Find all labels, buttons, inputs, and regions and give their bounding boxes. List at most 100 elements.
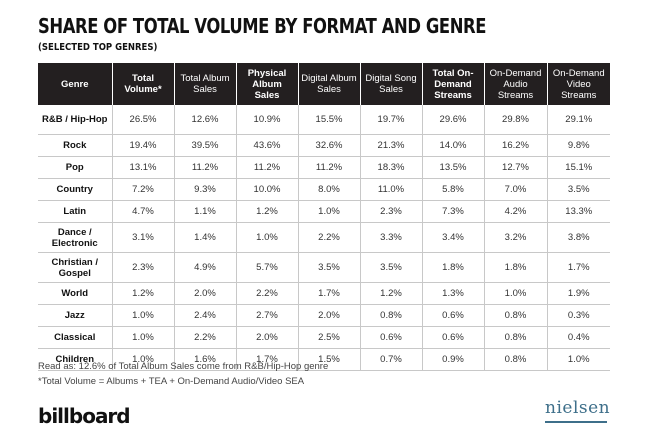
value-cell: 9.3% [173,178,236,201]
value-cell: 11.2% [235,156,298,179]
genre-cell: Jazz [38,304,112,327]
value-cell: 11.0% [359,178,422,201]
value-cell: 0.6% [359,326,422,349]
data-table: Genre Total Volume* Total Album Sales Physi… [38,63,610,371]
value-cell: 13.3% [546,200,610,223]
value-cell: 15.1% [546,156,610,179]
value-cell: 0.6% [421,304,484,327]
value-cell: 1.0% [546,348,610,371]
chart-title: SHARE OF TOTAL VOLUME BY FORMAT AND GENR… [38,14,487,38]
column-header: Digital Album Sales [297,63,360,105]
value-cell: 16.2% [483,134,547,157]
value-cell: 12.6% [173,105,236,135]
value-cell: 0.6% [421,326,484,349]
value-cell: 0.9% [421,348,484,371]
value-cell: 1.4% [173,222,236,253]
column-header: Genre [38,63,112,105]
value-cell: 2.0% [235,326,298,349]
nielsen-logo: nielsen [545,398,611,418]
value-cell: 15.5% [297,105,360,135]
value-cell: 2.3% [359,200,422,223]
value-cell: 14.0% [421,134,484,157]
table-header-row: Genre Total Volume* Total Album Sales Physi… [38,63,610,105]
value-cell: 19.7% [359,105,422,135]
genre-cell: Classical [38,326,112,349]
table-row: Rock 19.4% 39.5% 43.6% 32.6% 21.3% 14.0% 16.2% 9… [38,134,610,157]
chart-subtitle: (SELECTED TOP GENRES) [38,42,158,53]
value-cell: 4.9% [173,252,236,283]
nielsen-logo-underline [545,421,607,423]
table-row: Christian / Gospel 2.3% 4.9% 5.7% 3.5% 3.5% 1.… [38,252,610,283]
value-cell: 11.2% [173,156,236,179]
value-cell: 8.0% [297,178,360,201]
value-cell: 11.2% [297,156,360,179]
read-as-note: Read as: 12.6% of Total Album Sales come… [38,361,329,372]
genre-cell: Country [38,178,112,201]
value-cell: 3.4% [421,222,484,253]
value-cell: 2.2% [173,326,236,349]
value-cell: 0.8% [359,304,422,327]
value-cell: 0.8% [483,304,547,327]
value-cell: 29.6% [421,105,484,135]
value-cell: 1.8% [483,252,547,283]
column-header: Total On-Demand Streams [421,63,484,105]
value-cell: 3.5% [546,178,610,201]
value-cell: 21.3% [359,134,422,157]
value-cell: 13.1% [111,156,174,179]
table-row: Country 7.2% 9.3% 10.0% 8.0% 11.0% 5.8% 7.0% 3.5… [38,178,610,201]
column-header: Total Volume* [111,63,174,105]
value-cell: 3.8% [546,222,610,253]
value-cell: 3.3% [359,222,422,253]
table-row: Pop 13.1% 11.2% 11.2% 11.2% 18.3% 13.5% 12.7% 15… [38,156,610,179]
value-cell: 18.3% [359,156,422,179]
table-row: Latin 4.7% 1.1% 1.2% 1.0% 2.3% 7.3% 4.2% 13.3% [38,200,610,223]
value-cell: 10.9% [235,105,298,135]
genre-cell: R&B / Hip-Hop [38,105,112,135]
value-cell: 1.0% [297,200,360,223]
table-row: Jazz 1.0% 2.4% 2.7% 2.0% 0.8% 0.6% 0.8% 0.3% [38,304,610,327]
value-cell: 1.7% [546,252,610,283]
table-row: R&B / Hip-Hop 26.5% 12.6% 10.9% 15.5% 19.7% 29… [38,105,610,135]
value-cell: 26.5% [111,105,174,135]
table-row: Dance / Electronic 3.1% 1.4% 1.0% 2.2% 3.3% 3.… [38,222,610,253]
value-cell: 3.5% [297,252,360,283]
genre-cell: Christian / Gospel [38,252,112,283]
value-cell: 2.7% [235,304,298,327]
value-cell: 1.9% [546,282,610,305]
table-row: Classical 1.0% 2.2% 2.0% 2.5% 0.6% 0.6% 0.8% 0.4… [38,326,610,349]
value-cell: 1.8% [421,252,484,283]
value-cell: 3.5% [359,252,422,283]
value-cell: 1.2% [111,282,174,305]
value-cell: 1.2% [235,200,298,223]
value-cell: 7.2% [111,178,174,201]
value-cell: 4.7% [111,200,174,223]
value-cell: 0.7% [359,348,422,371]
value-cell: 7.3% [421,200,484,223]
total-volume-definition: *Total Volume = Albums + TEA + On-Demand… [38,376,305,387]
value-cell: 43.6% [235,134,298,157]
value-cell: 1.0% [483,282,547,305]
value-cell: 9.8% [546,134,610,157]
column-header: Digital Song Sales [359,63,422,105]
value-cell: 0.4% [546,326,610,349]
value-cell: 2.5% [297,326,360,349]
value-cell: 3.1% [111,222,174,253]
column-header: On-Demand Audio Streams [483,63,547,105]
billboard-logo: billboard [38,404,131,428]
value-cell: 13.5% [421,156,484,179]
value-cell: 5.7% [235,252,298,283]
value-cell: 29.8% [483,105,547,135]
value-cell: 1.2% [359,282,422,305]
value-cell: 1.0% [111,304,174,327]
value-cell: 29.1% [546,105,610,135]
value-cell: 19.4% [111,134,174,157]
value-cell: 5.8% [421,178,484,201]
value-cell: 2.0% [173,282,236,305]
value-cell: 1.6% [173,348,236,371]
value-cell: 0.3% [546,304,610,327]
value-cell: 1.7% [235,348,298,371]
value-cell: 1.5% [297,348,360,371]
value-cell: 1.0% [111,326,174,349]
genre-cell: Latin [38,200,112,223]
column-header: Total Album Sales [173,63,236,105]
